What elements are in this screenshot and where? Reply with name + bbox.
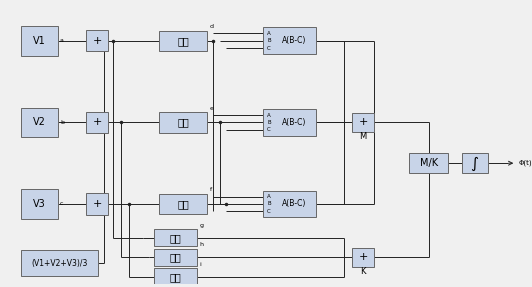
Bar: [86, 30, 108, 51]
Bar: [263, 28, 315, 54]
Text: 微分: 微分: [177, 36, 189, 46]
Bar: [21, 250, 98, 276]
Bar: [352, 248, 374, 267]
Text: A(B-C): A(B-C): [281, 118, 306, 127]
Bar: [159, 194, 207, 214]
Bar: [352, 113, 374, 132]
Bar: [263, 191, 315, 217]
Bar: [159, 112, 207, 133]
Text: C: C: [267, 209, 271, 214]
Text: +: +: [358, 117, 368, 127]
Text: +: +: [93, 36, 102, 46]
Text: V1: V1: [34, 36, 46, 46]
Text: V3: V3: [34, 199, 46, 209]
Text: A: A: [267, 31, 271, 36]
Text: B: B: [267, 120, 271, 125]
Text: 微分: 微分: [177, 199, 189, 209]
Bar: [409, 153, 448, 173]
Text: +: +: [93, 117, 102, 127]
Text: K: K: [360, 267, 365, 276]
Bar: [159, 31, 207, 51]
Bar: [263, 109, 315, 136]
Text: ∫: ∫: [470, 156, 479, 171]
Bar: [86, 193, 108, 214]
Text: C: C: [267, 46, 271, 51]
Text: +: +: [358, 252, 368, 262]
Text: 乘方: 乘方: [169, 272, 181, 282]
Text: g: g: [200, 223, 203, 228]
Bar: [154, 249, 197, 266]
Text: b: b: [60, 120, 64, 125]
Bar: [154, 229, 197, 247]
Text: 微分: 微分: [177, 117, 189, 127]
Text: A: A: [267, 113, 271, 118]
Text: M/K: M/K: [420, 158, 438, 168]
Bar: [21, 26, 59, 56]
Text: M: M: [359, 132, 367, 141]
Text: a: a: [60, 38, 64, 43]
Bar: [21, 189, 59, 219]
Text: 乘方: 乘方: [169, 233, 181, 243]
Text: c: c: [60, 201, 63, 206]
Bar: [154, 268, 197, 286]
Text: (V1+V2+V3)/3: (V1+V2+V3)/3: [31, 259, 88, 267]
Text: V2: V2: [34, 117, 46, 127]
Text: Φ(t): Φ(t): [519, 160, 532, 166]
Bar: [21, 108, 59, 137]
Text: A: A: [267, 194, 271, 199]
Text: C: C: [267, 127, 271, 132]
Text: 乘方: 乘方: [169, 252, 181, 262]
Text: B: B: [267, 38, 271, 43]
Text: A(B-C): A(B-C): [281, 36, 306, 45]
Text: h: h: [200, 242, 203, 247]
Text: i: i: [200, 262, 201, 267]
Text: B: B: [267, 201, 271, 206]
Text: A(B-C): A(B-C): [281, 199, 306, 208]
Text: e: e: [210, 106, 213, 111]
Text: f: f: [210, 187, 212, 193]
Bar: [461, 153, 487, 173]
Text: +: +: [93, 199, 102, 209]
Text: d: d: [210, 24, 214, 29]
Bar: [86, 112, 108, 133]
